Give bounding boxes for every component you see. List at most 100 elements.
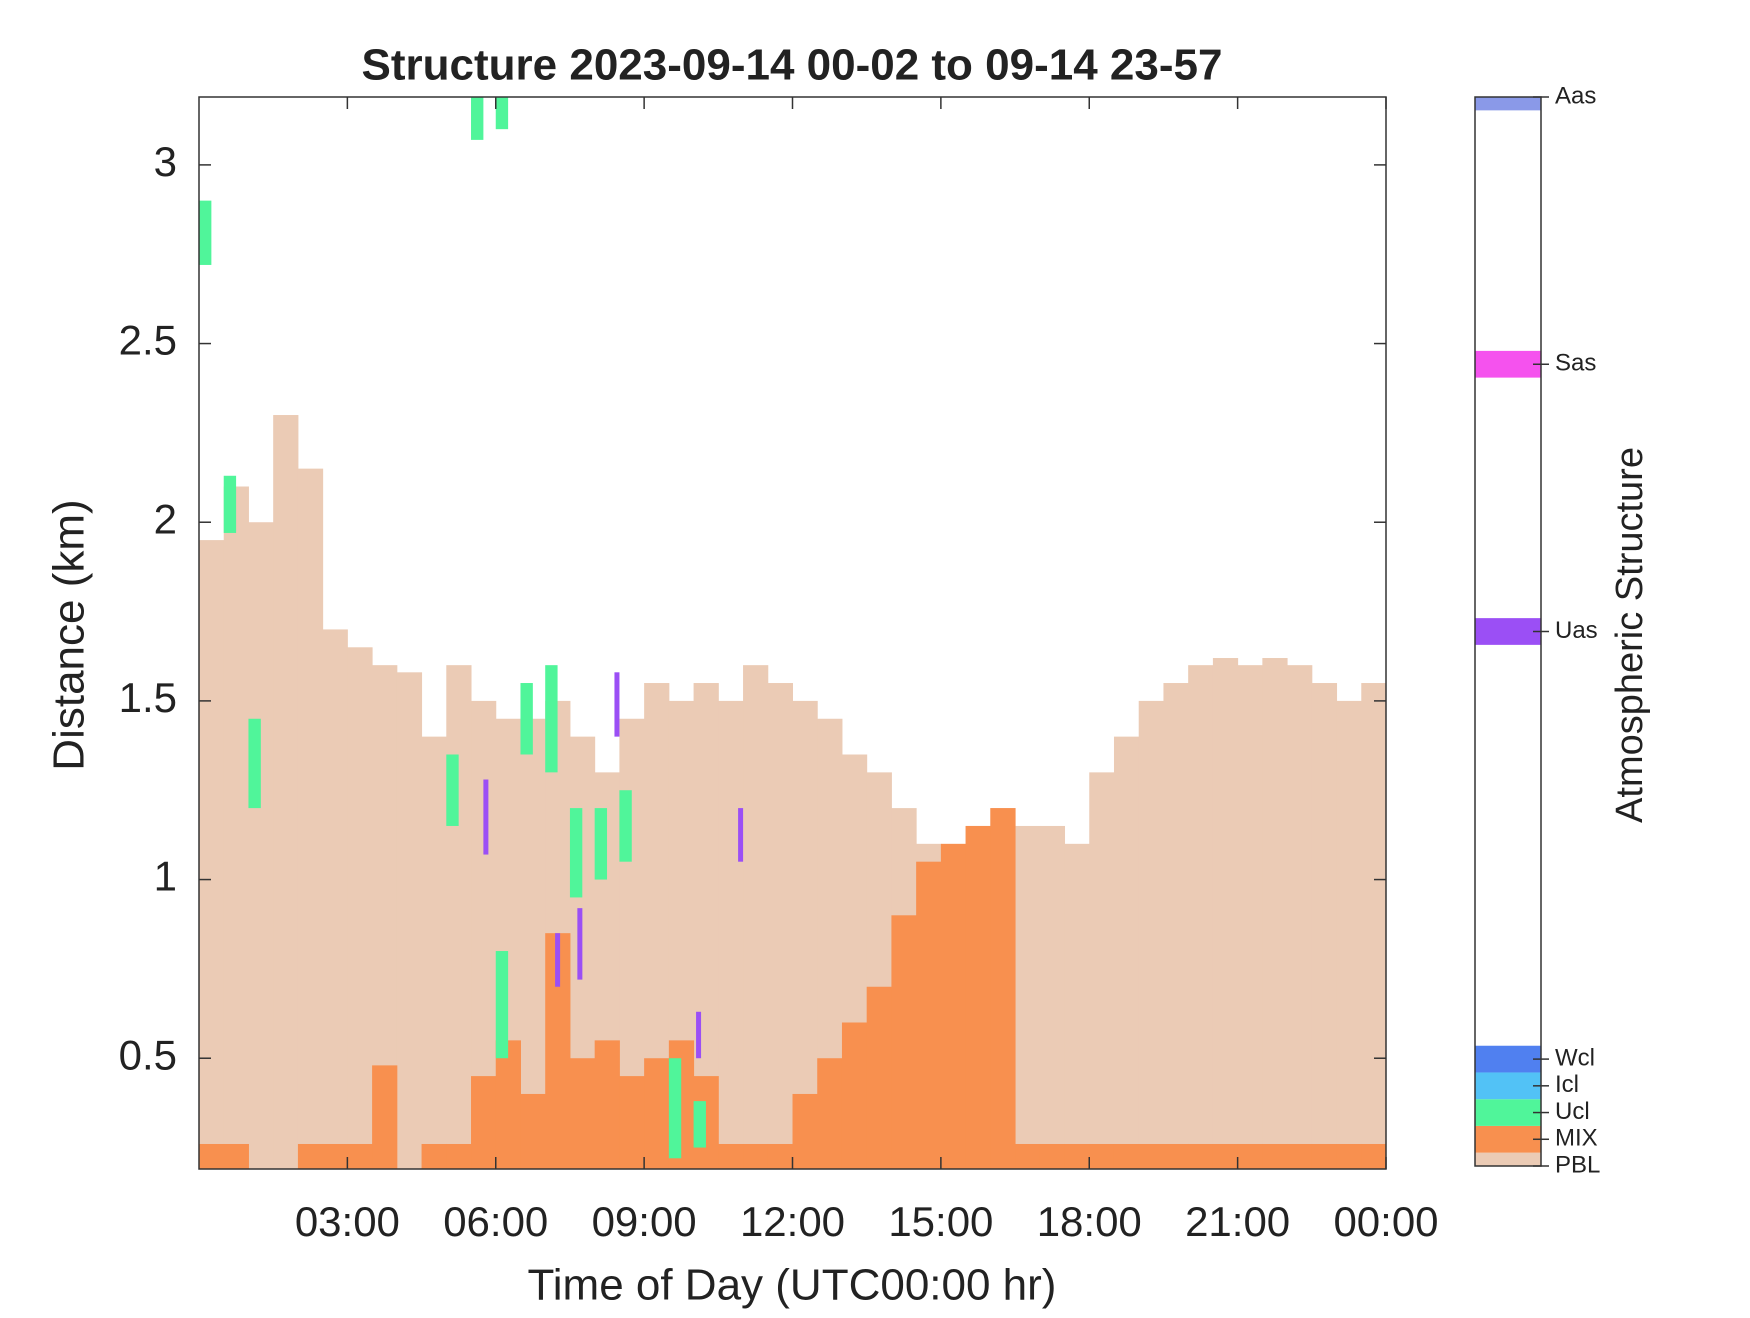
segment <box>199 200 212 265</box>
column <box>1188 1143 1214 1169</box>
column <box>1064 1143 1090 1169</box>
column <box>841 1022 868 1169</box>
x-tick-label: 00:00 <box>1333 1198 1438 1245</box>
x-tick-label: 21:00 <box>1185 1198 1290 1245</box>
segment <box>495 951 509 1059</box>
segment <box>223 475 237 533</box>
column <box>495 1040 521 1169</box>
column <box>1262 1143 1288 1169</box>
column <box>1287 665 1313 1169</box>
column <box>1237 1143 1263 1169</box>
colorbar-tick-label: Sas <box>1555 350 1596 377</box>
column <box>891 915 917 1169</box>
column <box>965 825 991 1169</box>
column <box>421 1143 447 1169</box>
column <box>421 736 447 1169</box>
column <box>1089 772 1115 1169</box>
x-tick-label: 12:00 <box>740 1198 845 1245</box>
column <box>1212 1143 1239 1169</box>
colorbar-tick-label: Aas <box>1555 82 1596 109</box>
column <box>1237 665 1263 1169</box>
column <box>1015 1143 1041 1169</box>
segment <box>619 790 632 862</box>
segment <box>614 672 620 737</box>
chart-title: Structure 2023-09-14 00-02 to 09-14 23-5… <box>362 41 1223 90</box>
column <box>792 1093 818 1169</box>
colorbar-band <box>1475 1072 1541 1100</box>
segment <box>569 808 583 898</box>
column <box>940 843 967 1169</box>
column <box>767 1143 793 1169</box>
segment <box>738 808 744 862</box>
column <box>471 1076 497 1169</box>
x-tick-label: 03:00 <box>295 1198 400 1245</box>
colorbar-tick-label: Wcl <box>1555 1044 1595 1071</box>
x-tick-label: 09:00 <box>592 1198 697 1245</box>
colorbar-tick-label: Uas <box>1555 617 1598 644</box>
column <box>916 861 942 1169</box>
column <box>396 672 423 1169</box>
column <box>322 629 348 1169</box>
column <box>1311 1143 1338 1169</box>
x-axis-label: Time of Day (UTC00:00 hr) <box>528 1261 1057 1310</box>
column <box>372 1065 398 1169</box>
segment <box>545 665 558 773</box>
column <box>1039 1143 1066 1169</box>
y-tick-label: 3 <box>154 138 177 185</box>
segment <box>495 97 509 130</box>
column <box>520 1093 546 1169</box>
column <box>1361 683 1386 1169</box>
column <box>1089 1143 1115 1169</box>
column <box>1113 736 1140 1169</box>
column <box>817 1058 843 1169</box>
colorbar-tick-label: Ucl <box>1555 1098 1590 1125</box>
colorbar-band <box>1475 1099 1541 1126</box>
column <box>743 665 769 1169</box>
column <box>347 647 373 1169</box>
colorbar-tick-label: MIX <box>1555 1125 1598 1152</box>
column <box>297 468 324 1169</box>
column <box>990 808 1016 1169</box>
y-tick-label: 2.5 <box>119 317 177 364</box>
colorbar-frame <box>1474 96 1542 1167</box>
segment <box>696 1011 702 1059</box>
column <box>1262 658 1288 1169</box>
segment <box>483 779 489 855</box>
column <box>619 1076 645 1169</box>
column <box>1138 1143 1164 1169</box>
column <box>743 1143 769 1169</box>
column <box>1163 683 1189 1169</box>
column <box>297 1143 324 1169</box>
y-tick-label: 0.5 <box>119 1031 177 1078</box>
column <box>446 1143 472 1169</box>
x-tick-label: 15:00 <box>888 1198 993 1245</box>
colorbar-band <box>1475 350 1541 378</box>
column <box>1188 665 1214 1169</box>
colorbar-tick-label: PBL <box>1555 1151 1600 1178</box>
colorbar-band <box>1475 618 1541 645</box>
column <box>1163 1143 1189 1169</box>
column <box>1138 700 1164 1169</box>
column <box>1064 843 1090 1169</box>
y-tick-label: 1.5 <box>119 674 177 721</box>
column <box>446 665 472 1169</box>
segment <box>248 718 261 809</box>
segment <box>668 1058 682 1159</box>
column <box>1212 658 1239 1169</box>
x-tick-label: 06:00 <box>443 1198 548 1245</box>
column <box>1039 825 1066 1169</box>
segment <box>555 933 561 987</box>
column <box>1361 1143 1386 1169</box>
column <box>223 486 249 1169</box>
column <box>569 1058 596 1169</box>
colorbar-band <box>1475 1152 1541 1166</box>
column <box>1015 825 1041 1169</box>
column <box>718 1143 744 1169</box>
colorbar-tick-label: Icl <box>1555 1071 1579 1098</box>
column <box>223 1143 249 1169</box>
colorbar-band <box>1475 1045 1541 1073</box>
y-tick-label: 2 <box>154 495 177 542</box>
column <box>1311 683 1338 1169</box>
column <box>594 1040 620 1169</box>
